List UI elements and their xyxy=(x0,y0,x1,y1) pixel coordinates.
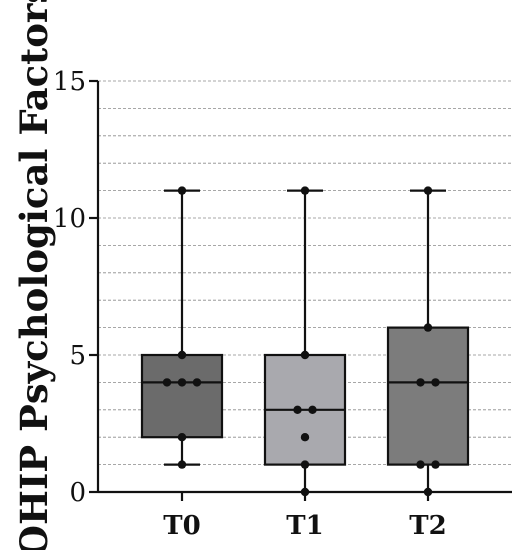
box-T2 xyxy=(386,186,470,497)
box-iqr xyxy=(386,326,470,466)
boxes xyxy=(140,186,470,497)
data-point xyxy=(293,405,302,414)
data-point xyxy=(423,323,433,332)
x-tick-label: T0 xyxy=(163,511,200,541)
y-tick-label: 15 xyxy=(53,67,86,97)
box-T0 xyxy=(140,186,224,469)
x-tick-label: T1 xyxy=(286,511,323,541)
box-iqr xyxy=(140,353,224,439)
y-tick-label: 0 xyxy=(69,478,86,508)
data-point xyxy=(300,460,310,469)
data-point xyxy=(300,186,310,195)
data-point xyxy=(416,460,425,469)
data-point xyxy=(308,405,317,414)
data-point xyxy=(177,460,187,469)
box-T1 xyxy=(263,186,347,497)
y-tick-label: 10 xyxy=(53,204,86,234)
data-point xyxy=(431,460,440,469)
y-axis: 0 5 10 15 xyxy=(53,67,100,508)
data-point xyxy=(177,378,187,387)
y-axis-title: OHIP Psychological Factors xyxy=(12,0,56,550)
data-point xyxy=(300,487,310,497)
data-point xyxy=(192,378,202,387)
data-point xyxy=(177,433,187,442)
data-point xyxy=(162,378,172,387)
data-point xyxy=(416,378,425,387)
data-point xyxy=(300,433,310,442)
data-point xyxy=(177,350,187,360)
data-point xyxy=(423,487,433,497)
x-tick-label: T2 xyxy=(409,511,446,541)
data-point xyxy=(177,186,187,195)
x-axis: T0 T1 T2 xyxy=(98,490,512,541)
data-point xyxy=(423,186,433,195)
y-tick-label: 5 xyxy=(69,341,86,371)
data-point xyxy=(431,378,440,387)
data-point xyxy=(300,350,310,360)
